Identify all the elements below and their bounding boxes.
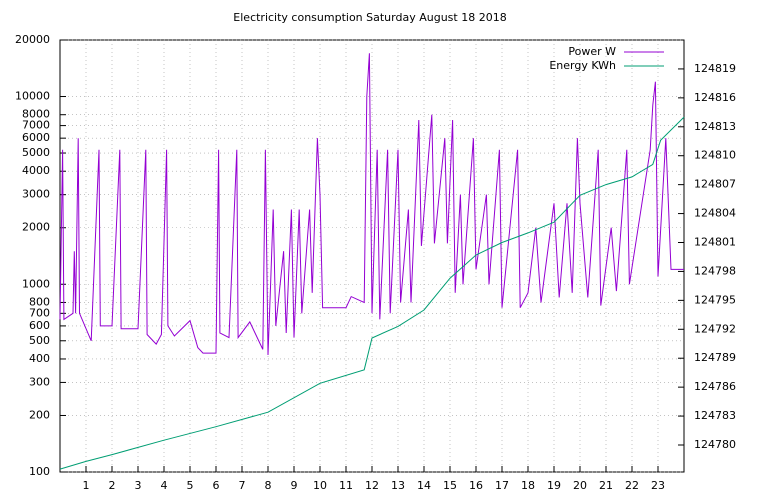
x-tick-label: 10 xyxy=(313,479,327,492)
legend-label: Power W xyxy=(568,45,616,58)
y2-tick-label: 124819 xyxy=(694,62,736,75)
y-tick-label: 8000 xyxy=(22,108,50,121)
y-tick-label: 800 xyxy=(29,295,50,308)
series-line xyxy=(59,116,685,470)
y-tick-label: 2000 xyxy=(22,221,50,234)
x-tick-label: 5 xyxy=(187,479,194,492)
y-tick-label: 20000 xyxy=(15,33,50,46)
x-tick-label: 4 xyxy=(161,479,168,492)
y2-tick-label: 124786 xyxy=(694,380,736,393)
y2-tick-label: 124783 xyxy=(694,409,736,422)
y-tick-label: 5000 xyxy=(22,146,50,159)
y2-tick-label: 124792 xyxy=(694,322,736,335)
x-tick-label: 19 xyxy=(547,479,561,492)
legend-label: Energy KWh xyxy=(549,59,616,72)
y2-tick-label: 124798 xyxy=(694,264,736,277)
y2-tick-label: 124780 xyxy=(694,438,736,451)
x-tick-label: 2 xyxy=(109,479,116,492)
y2-tick-label: 124804 xyxy=(694,207,736,220)
x-tick-label: 22 xyxy=(625,479,639,492)
x-tick-label: 7 xyxy=(239,479,246,492)
x-tick-label: 14 xyxy=(417,479,431,492)
y2-tick-label: 124810 xyxy=(694,149,736,162)
y2-tick-label: 124795 xyxy=(694,293,736,306)
x-tick-label: 16 xyxy=(469,479,483,492)
y-tick-label: 3000 xyxy=(22,188,50,201)
y2-tick-label: 124813 xyxy=(694,120,736,133)
x-tick-label: 9 xyxy=(291,479,298,492)
y2-tick-label: 124801 xyxy=(694,236,736,249)
y-tick-label: 600 xyxy=(29,319,50,332)
y2-tick-label: 124816 xyxy=(694,91,736,104)
y-tick-label: 100 xyxy=(29,465,50,478)
x-tick-label: 17 xyxy=(495,479,509,492)
x-tick-label: 11 xyxy=(339,479,353,492)
chart-title: Electricity consumption Saturday August … xyxy=(233,11,506,24)
x-tick-label: 18 xyxy=(521,479,535,492)
x-tick-label: 21 xyxy=(599,479,613,492)
y-tick-label: 300 xyxy=(29,375,50,388)
x-tick-label: 13 xyxy=(391,479,405,492)
x-tick-label: 12 xyxy=(365,479,379,492)
y-tick-label: 10000 xyxy=(15,90,50,103)
y-tick-label: 4000 xyxy=(22,164,50,177)
x-tick-label: 1 xyxy=(83,479,90,492)
y2-tick-label: 124807 xyxy=(694,178,736,191)
x-tick-label: 6 xyxy=(213,479,220,492)
series-line xyxy=(59,53,684,356)
y-tick-label: 7000 xyxy=(22,119,50,132)
x-tick-label: 8 xyxy=(265,479,272,492)
y-tick-label: 400 xyxy=(29,352,50,365)
y2-tick-label: 124789 xyxy=(694,351,736,364)
y-tick-label: 500 xyxy=(29,334,50,347)
y-tick-label: 1000 xyxy=(22,277,50,290)
y-tick-label: 700 xyxy=(29,306,50,319)
y-tick-label: 6000 xyxy=(22,131,50,144)
x-tick-label: 15 xyxy=(443,479,457,492)
x-tick-label: 3 xyxy=(135,479,142,492)
y-tick-label: 200 xyxy=(29,408,50,421)
x-tick-label: 20 xyxy=(573,479,587,492)
x-tick-label: 23 xyxy=(651,479,665,492)
